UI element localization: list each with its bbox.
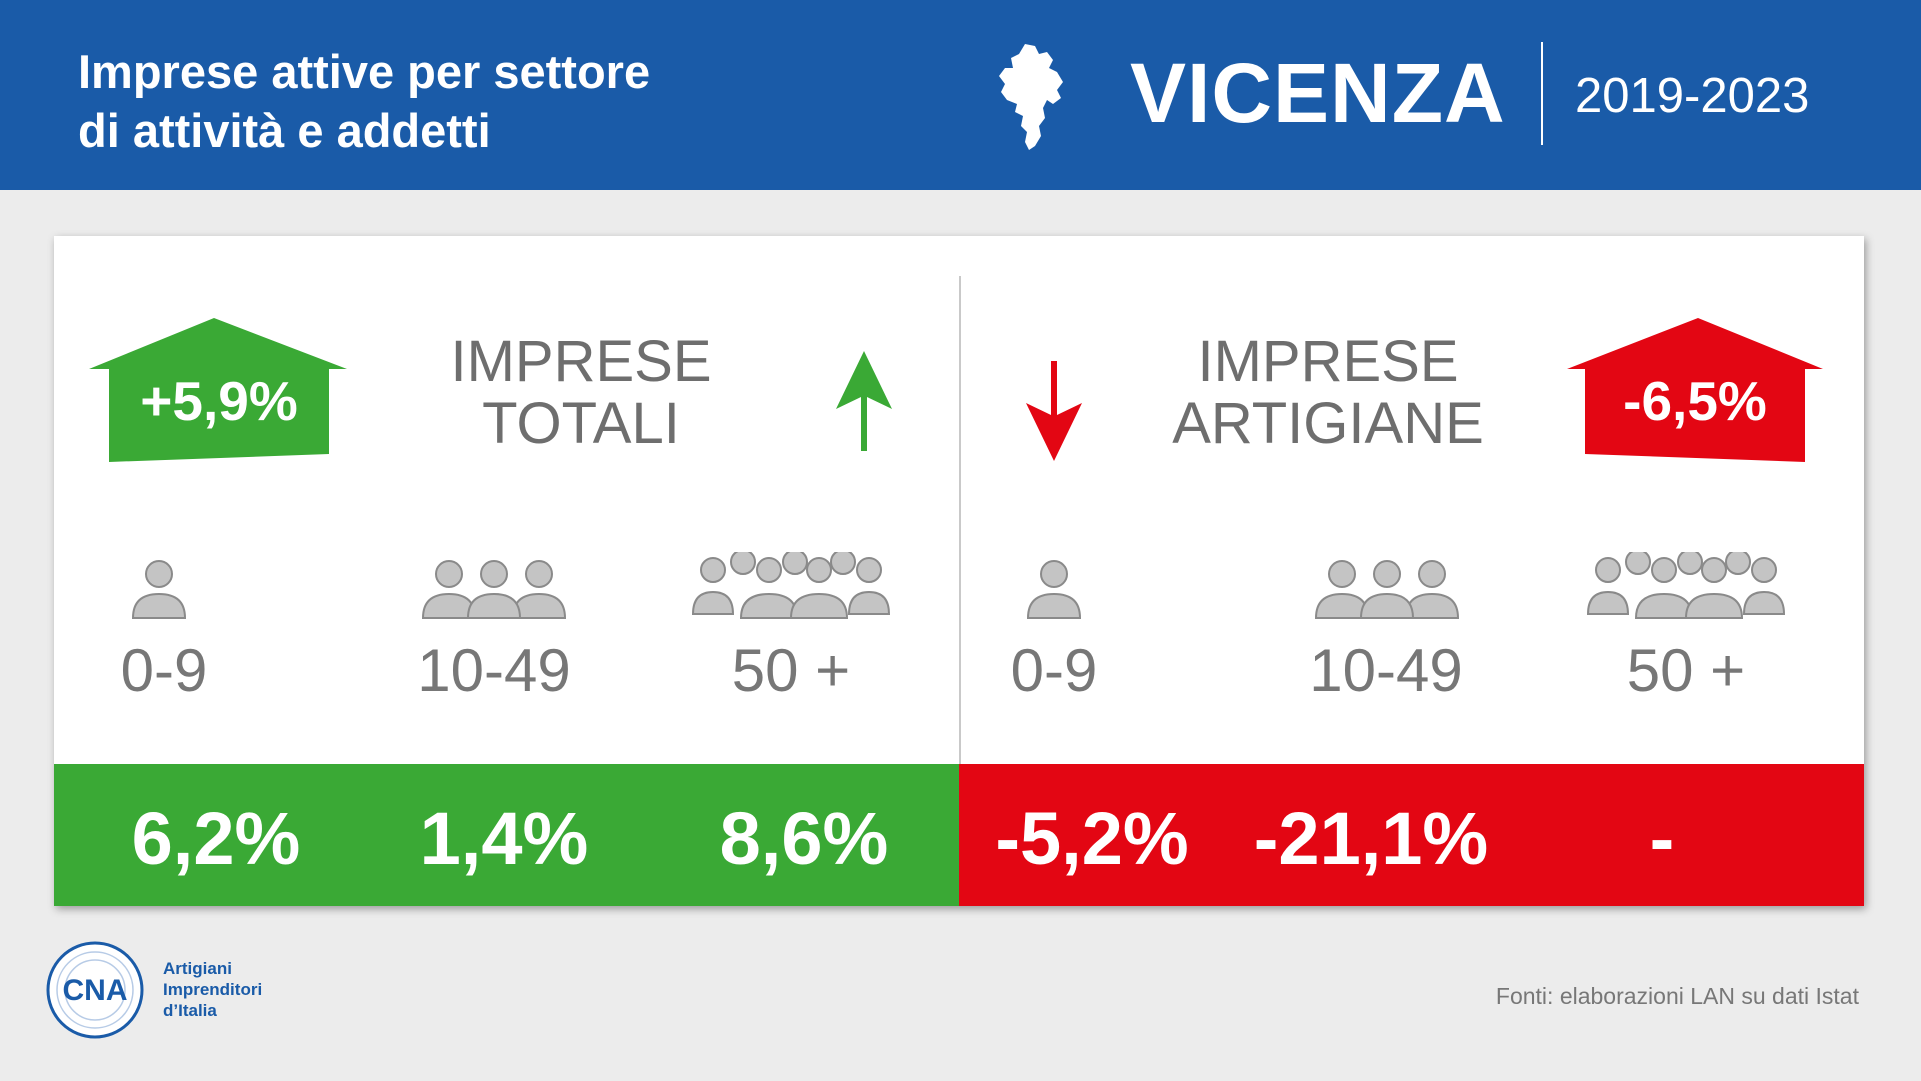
people-icon-large	[691, 552, 891, 619]
totali-title: IMPRESE TOTALI	[371, 331, 791, 455]
artigiane-title: IMPRESE ARTIGIANE	[1118, 331, 1538, 455]
section-divider	[959, 276, 961, 768]
logo-caption: Artigiani Imprenditori d’Italia	[163, 958, 262, 1021]
size-label-10-49: 10-49	[417, 637, 571, 704]
cna-logo: CNA	[46, 941, 144, 1039]
city-name: VICENZA	[1130, 46, 1506, 140]
totali-value-10-49: 1,4%	[419, 797, 589, 880]
logo-caption-line-2: Imprenditori	[163, 980, 263, 999]
logo-caption-line-1: Artigiani	[163, 959, 232, 978]
trend-down-arrow-icon	[1026, 361, 1082, 461]
totali-title-line-2: TOTALI	[482, 391, 680, 456]
logo-text: CNA	[63, 974, 128, 1007]
totali-values-band: 6,2% 1,4% 8,6%	[54, 764, 959, 906]
artigiane-value-10-49: -21,1%	[1253, 797, 1489, 880]
people-icon-small	[1026, 560, 1082, 619]
page-title: Imprese attive per settore di attività e…	[78, 42, 798, 160]
artigiane-value-50-plus: -	[1649, 797, 1675, 880]
source-note: Fonti: elaborazioni LAN su dati Istat	[1495, 983, 1859, 1009]
size-label-50-plus: 50 +	[731, 637, 851, 704]
size-label-10-49: 10-49	[1309, 637, 1463, 704]
artigiane-value-0-9: -5,2%	[995, 797, 1189, 880]
size-label-50-plus: 50 +	[1626, 637, 1746, 704]
artigiane-values-band: -5,2% -21,1% -	[959, 764, 1864, 906]
totali-house-badge: +5,9%	[89, 314, 349, 464]
year-range: 2019-2023	[1575, 69, 1810, 123]
artigiane-house-badge: -6,5%	[1565, 314, 1825, 464]
people-icon-medium	[421, 560, 567, 619]
red-house-shape	[1567, 318, 1823, 462]
title-line-2: di attività e addetti	[78, 104, 491, 157]
totali-badge-value: +5,9%	[140, 370, 298, 432]
totali-title-line-1: IMPRESE	[450, 329, 712, 394]
green-house-shape	[89, 318, 347, 462]
artigiane-badge-value: -6,5%	[1623, 370, 1767, 432]
people-icon-large	[1586, 552, 1786, 619]
header-bar: Imprese attive per settore di attività e…	[0, 0, 1921, 190]
size-label-0-9: 0-9	[120, 637, 208, 704]
title-line-1: Imprese attive per settore	[78, 45, 651, 98]
province-map-icon	[999, 44, 1063, 150]
artigiane-title-line-2: ARTIGIANE	[1172, 391, 1484, 456]
logo-caption-line-3: d’Italia	[163, 1001, 217, 1020]
size-label-0-9: 0-9	[1010, 637, 1098, 704]
totali-value-0-9: 6,2%	[131, 797, 301, 880]
trend-up-arrow-icon	[836, 351, 892, 451]
people-icon-small	[131, 560, 187, 619]
artigiane-title-line-1: IMPRESE	[1197, 329, 1459, 394]
people-icon-medium	[1314, 560, 1460, 619]
header-divider	[1541, 42, 1543, 145]
totali-value-50-plus: 8,6%	[719, 797, 889, 880]
stats-card: +5,9% IMPRESE TOTALI 0-9 10-49 50 +	[54, 236, 1864, 906]
